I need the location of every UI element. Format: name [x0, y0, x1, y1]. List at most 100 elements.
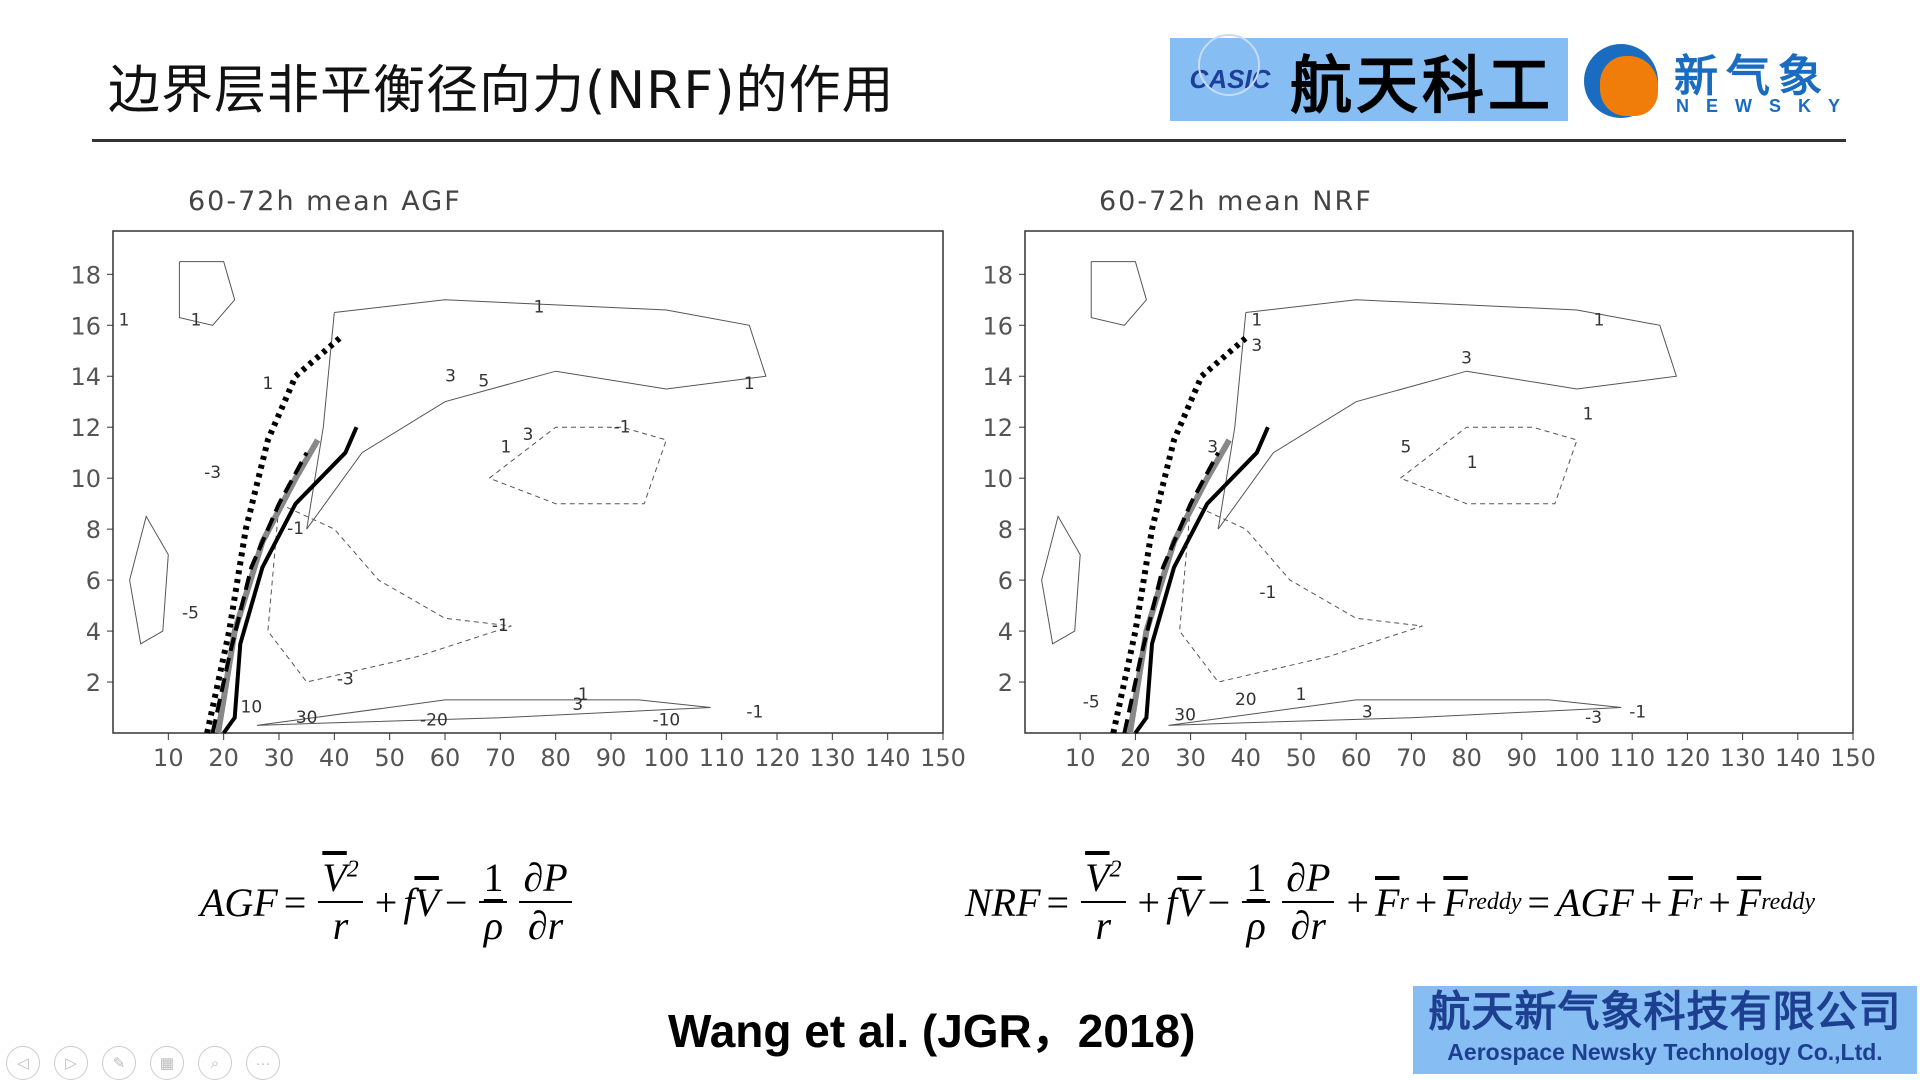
x-tick-label: 120 [1664, 744, 1710, 772]
contour-label: 20 [1235, 690, 1257, 710]
x-tick-label: 140 [865, 744, 911, 772]
newsky-cloud-icon [1600, 56, 1658, 116]
contour-label: -1 [614, 417, 631, 437]
contour-label: 1 [119, 310, 130, 330]
contour-label: 1 [1467, 453, 1478, 473]
series-gray-line [215, 438, 321, 734]
contour-label: 3 [523, 425, 534, 445]
y-tick-label: 10 [70, 465, 101, 493]
x-tick-label: 110 [699, 744, 745, 772]
zoom-button[interactable]: ⌕ [198, 1046, 232, 1080]
contour-line [129, 515, 169, 645]
contour-label: 1 [1296, 685, 1307, 705]
contour-label: -1 [746, 703, 763, 723]
contour-label: -3 [337, 670, 354, 690]
contour-line [178, 261, 236, 326]
company-name-cn: 航天新气象科技有限公司 [1428, 987, 1902, 1036]
contour-label: 5 [478, 371, 489, 391]
contour-line [256, 699, 711, 726]
series-dotted-line [204, 335, 342, 734]
contour-line [1041, 515, 1081, 645]
x-tick-label: 10 [1065, 744, 1096, 772]
x-tick-label: 60 [430, 744, 461, 772]
contour-label: -1 [287, 519, 304, 539]
contour-line [1090, 261, 1147, 326]
x-tick-label: 130 [809, 744, 855, 772]
newsky-en: NEWSKY [1676, 96, 1858, 116]
x-tick-label: 30 [1175, 744, 1206, 772]
plot-frame [112, 230, 944, 734]
y-tick-label: 6 [998, 567, 1013, 595]
previous-slide-button[interactable]: ◁ [6, 1046, 40, 1080]
contour-label: -5 [1083, 693, 1100, 713]
x-tick-label: 20 [1120, 744, 1151, 772]
x-tick-label: 140 [1775, 744, 1821, 772]
next-slide-button[interactable]: ▷ [54, 1046, 88, 1080]
company-name-en: Aerospace Newsky Technology Co.,Ltd. [1447, 1039, 1883, 1065]
x-tick-label: 100 [1554, 744, 1600, 772]
x-tick-label: 70 [1396, 744, 1427, 772]
x-tick-label: 90 [596, 744, 627, 772]
y-tick-label: 2 [86, 669, 101, 697]
x-tick-label: 40 [1231, 744, 1262, 772]
series-dotted-line [1110, 335, 1248, 734]
more-options-button[interactable]: ··· [246, 1046, 280, 1080]
casic-logo-text: 航天科工 [1290, 48, 1555, 122]
pen-tool-button[interactable]: ✎ [102, 1046, 136, 1080]
x-tick-label: 90 [1507, 744, 1538, 772]
contour-label: 1 [578, 685, 589, 705]
contour-label: 1 [1251, 310, 1262, 330]
contour-line [1217, 299, 1678, 530]
y-tick-label: 16 [70, 312, 101, 340]
x-tick-label: 100 [643, 744, 689, 772]
company-logo: 航天新气象科技有限公司 Aerospace Newsky Technology … [1413, 986, 1917, 1074]
contour-label: -10 [652, 710, 680, 730]
newsky-logo: 新气象 NEWSKY [1582, 40, 1872, 122]
contour-label: 1 [263, 374, 274, 394]
y-tick-label: 12 [70, 414, 101, 442]
contour-label: 3 [445, 366, 456, 386]
contour-line-negative [1400, 426, 1578, 505]
plot-frame [1024, 230, 1854, 734]
series-dashed-line [210, 451, 309, 734]
y-tick-label: 16 [982, 312, 1013, 340]
contour-label: -1 [492, 616, 509, 636]
contour-label: 1 [534, 298, 545, 318]
x-tick-label: 70 [485, 744, 516, 772]
y-tick-label: 6 [86, 567, 101, 595]
x-tick-label: 30 [264, 744, 295, 772]
contour-label: -3 [1585, 708, 1602, 728]
contour-label: 3 [1207, 438, 1218, 458]
contour-label: 3 [1362, 703, 1373, 723]
series-solid-line [222, 426, 359, 735]
contour-label: -3 [204, 463, 221, 483]
contour-label: 1 [1594, 310, 1605, 330]
y-tick-label: 2 [998, 669, 1013, 697]
x-tick-label: 20 [208, 744, 239, 772]
slide-title: 边界层非平衡径向力(NRF)的作用 [108, 61, 895, 121]
y-tick-label: 8 [86, 516, 101, 544]
series-dashed-line [1122, 451, 1220, 734]
contour-label: -1 [1629, 703, 1646, 723]
y-tick-label: 10 [982, 465, 1013, 493]
casic-logo: CASIC 航天科工 [1170, 34, 1568, 122]
title-divider [92, 139, 1846, 142]
contour-label: 1 [1583, 405, 1594, 425]
y-tick-label: 14 [70, 363, 101, 391]
nrf-plot-title: 60-72h mean NRF [1099, 186, 1373, 217]
contour-label: -5 [182, 603, 199, 623]
series-solid-line [1133, 426, 1270, 735]
contour-label: 5 [1400, 438, 1411, 458]
contour-label: 1 [744, 374, 755, 394]
newsky-cn: 新气象 [1674, 51, 1830, 102]
x-tick-label: 80 [1451, 744, 1482, 772]
x-tick-label: 80 [540, 744, 571, 772]
x-tick-label: 110 [1609, 744, 1655, 772]
y-tick-label: 8 [998, 516, 1013, 544]
contour-label: 30 [296, 708, 318, 728]
slide-sorter-button[interactable]: ▦ [150, 1046, 184, 1080]
x-tick-label: 150 [1830, 744, 1876, 772]
series-gray-line [1126, 438, 1232, 734]
